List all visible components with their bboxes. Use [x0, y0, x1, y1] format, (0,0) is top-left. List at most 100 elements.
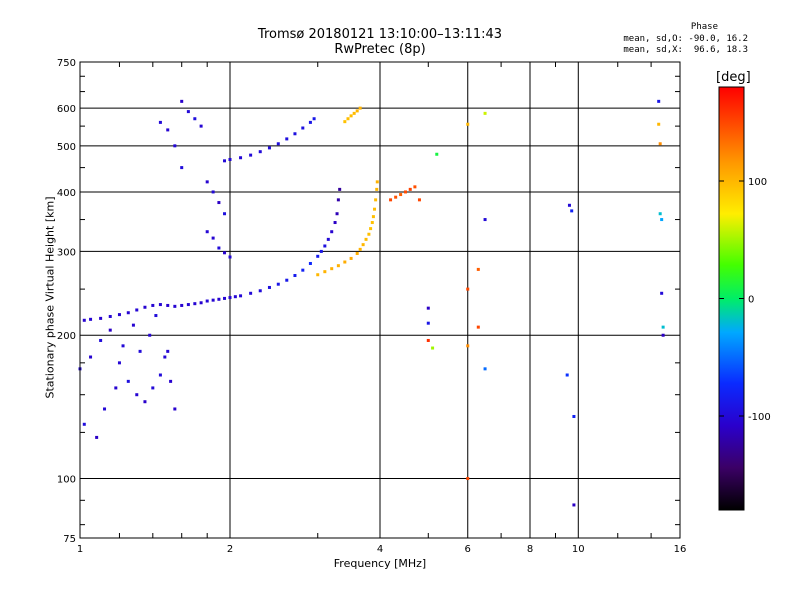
data-point [466, 477, 470, 481]
data-point [293, 132, 297, 136]
data-point [476, 267, 480, 271]
data-point [349, 256, 353, 260]
data-point [285, 137, 289, 141]
stats-x-mode: mean, sd,X: 96.6, 18.3 [623, 45, 748, 55]
data-point [319, 249, 323, 253]
data-point [217, 297, 221, 301]
data-point [370, 221, 374, 225]
data-point [151, 303, 155, 307]
data-point [180, 166, 184, 170]
data-point [572, 414, 576, 418]
data-point [336, 264, 340, 268]
data-point [657, 99, 661, 103]
data-point [426, 321, 430, 325]
data-point [267, 146, 271, 150]
data-point [333, 221, 337, 225]
y-tick-label: 600 [57, 104, 76, 115]
data-point [565, 373, 569, 377]
chart-title-line1: Tromsø 20180121 13:10:00–13:11:43 [257, 27, 503, 42]
data-point [249, 291, 253, 295]
data-point [431, 346, 435, 350]
data-point [276, 282, 280, 286]
data-point [151, 386, 155, 390]
data-point [466, 344, 470, 348]
data-point [349, 114, 353, 118]
colorbar-tick-label: 0 [748, 295, 754, 306]
data-point [343, 260, 347, 264]
data-point [239, 294, 243, 298]
data-point [352, 111, 356, 115]
data-point [205, 230, 209, 234]
data-point [570, 209, 574, 213]
chart-title-line2: RwPretec (8p) [334, 42, 426, 57]
data-point [148, 333, 152, 337]
y-tick-label: 750 [57, 58, 76, 69]
data-point [316, 273, 320, 277]
data-point [135, 393, 139, 397]
data-point [217, 201, 221, 205]
data-point [158, 120, 162, 124]
data-point [211, 236, 215, 240]
data-point [99, 316, 103, 320]
colorbar-tick-label: -100 [748, 412, 771, 423]
data-point [326, 237, 330, 241]
data-point [293, 274, 297, 278]
data-point [126, 379, 130, 383]
data-point [417, 198, 421, 202]
data-point [135, 308, 139, 312]
data-point [108, 314, 112, 318]
data-point [346, 117, 350, 121]
data-point [316, 254, 320, 258]
data-point [223, 212, 227, 216]
colorbar-tick-label: 100 [748, 177, 767, 188]
data-point [199, 301, 203, 305]
data-point [82, 318, 86, 322]
data-point [336, 198, 340, 202]
data-point [361, 243, 365, 247]
data-point [233, 295, 237, 299]
data-point [394, 195, 398, 199]
data-point [658, 212, 662, 216]
data-point [158, 373, 162, 377]
data-point [435, 152, 439, 156]
data-point [572, 503, 576, 507]
data-point [466, 122, 470, 126]
data-point [483, 367, 487, 371]
data-point [323, 270, 327, 274]
data-point [180, 99, 184, 103]
data-point [173, 304, 177, 308]
data-point [308, 120, 312, 124]
data-point [323, 244, 327, 248]
data-point [408, 187, 412, 191]
data-point [661, 333, 665, 337]
data-point [355, 109, 359, 113]
data-point [371, 215, 375, 219]
data-point [89, 355, 93, 359]
data-point [186, 110, 190, 114]
data-point [335, 212, 339, 216]
x-tick-label: 10 [572, 544, 585, 555]
data-point [166, 128, 170, 132]
data-point [660, 218, 664, 222]
data-point [476, 325, 480, 329]
data-point [338, 187, 342, 191]
data-point [103, 407, 107, 411]
data-point [89, 317, 93, 321]
data-point [186, 303, 190, 307]
y-tick-label: 400 [57, 188, 76, 199]
data-point [373, 207, 377, 211]
x-tick-label: 1 [77, 544, 83, 555]
data-point [660, 291, 664, 295]
data-point [223, 296, 227, 300]
data-point [258, 150, 262, 154]
data-point [658, 142, 662, 146]
data-point [358, 247, 362, 251]
y-tick-label: 300 [57, 247, 76, 258]
data-point [355, 251, 359, 255]
data-point [358, 106, 362, 110]
data-point [249, 153, 253, 157]
x-tick-label: 4 [377, 544, 383, 555]
y-tick-label: 75 [63, 534, 76, 545]
data-point [211, 190, 215, 194]
